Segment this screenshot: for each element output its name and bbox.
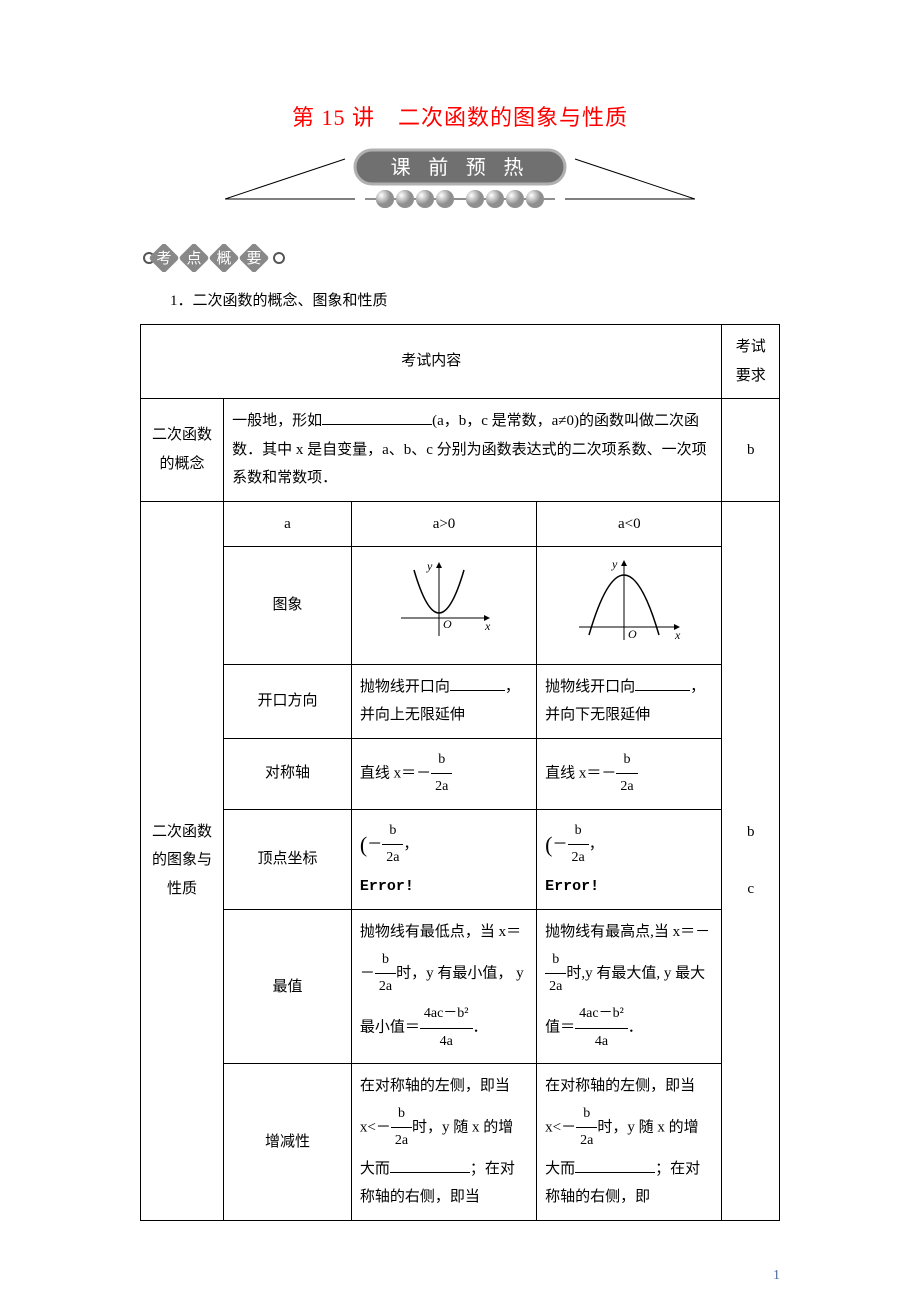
blank-fill xyxy=(322,411,432,426)
row-open-neg: 抛物线开口向，并向下无限延伸 xyxy=(537,664,722,738)
row-mono-neg: 在对称轴的左侧，即当 x<－b2a时，y 随 x 的增大而；在对称轴的右侧，即 xyxy=(537,1064,722,1221)
svg-text:y: y xyxy=(611,557,618,571)
banner-preheat: 课 前 预 热 xyxy=(225,144,695,214)
row-extreme-pos: 抛物线有最低点，当 x＝－b2a时，y 有最小值， y 最小值＝4ac－b²4a… xyxy=(351,910,536,1064)
table-row: 图象 O x y O x y xyxy=(141,547,780,665)
row-vertex-neg: (－b2a， Error! xyxy=(537,809,722,910)
banner-svg: 课 前 预 热 xyxy=(225,144,695,214)
row-extreme-label: 最值 xyxy=(224,910,352,1064)
page: 第 15 讲 二次函数的图象与性质 课 前 预 热 xyxy=(0,0,920,1302)
page-number: 1 xyxy=(773,1268,780,1284)
table-row: 二次函数的概念 一般地，形如(a，b，c 是常数，a≠0)的函数叫做二次函数．其… xyxy=(141,399,780,502)
th-content: 考试内容 xyxy=(141,325,722,399)
row-axis-neg: 直线 x＝－b2a xyxy=(537,738,722,809)
row-vertex-pos: (－b2a， Error! xyxy=(351,809,536,910)
table-row: 开口方向 抛物线开口向，并向上无限延伸 抛物线开口向，并向下无限延伸 xyxy=(141,664,780,738)
row-axis-pos: 直线 x＝－b2a xyxy=(351,738,536,809)
rows-req: bc xyxy=(722,501,780,1220)
row-extreme-neg: 抛物线有最高点,当 x＝－b2a时,y 有最大值, y 最大值＝4ac－b²4a… xyxy=(537,910,722,1064)
row-a-pos: a>0 xyxy=(351,501,536,547)
svg-text:要: 要 xyxy=(246,251,261,267)
row-graph-label: 图象 xyxy=(224,547,352,665)
row-a-neg: a<0 xyxy=(537,501,722,547)
row-vertex-label: 顶点坐标 xyxy=(224,809,352,910)
table-row: 对称轴 直线 x＝－b2a 直线 x＝－b2a xyxy=(141,738,780,809)
svg-text:点: 点 xyxy=(186,250,201,267)
lesson-title: 第 15 讲 二次函数的图象与性质 xyxy=(140,100,780,132)
concept-cell: 一般地，形如(a，b，c 是常数，a≠0)的函数叫做二次函数．其中 x 是自变量… xyxy=(224,399,722,502)
concept-req: b xyxy=(722,399,780,502)
svg-text:考: 考 xyxy=(156,250,171,267)
row-mono-label: 增减性 xyxy=(224,1064,352,1221)
row-a-label: a xyxy=(224,501,352,547)
section-header: 1．二次函数的概念、图象和性质 xyxy=(170,289,780,310)
svg-text:y: y xyxy=(426,559,433,573)
row-open-label: 开口方向 xyxy=(224,664,352,738)
table-row: 增减性 在对称轴的左侧，即当 x<－b2a时，y 随 x 的增大而；在对称轴的右… xyxy=(141,1064,780,1221)
th-req: 考试要求 xyxy=(722,325,780,399)
concept-label: 二次函数的概念 xyxy=(141,399,224,502)
table-row: 二次函数的图象与性质 a a>0 a<0 bc xyxy=(141,501,780,547)
row-mono-pos: 在对称轴的左侧，即当 x<－b2a时，y 随 x 的增大而；在对称轴的右侧，即当 xyxy=(351,1064,536,1221)
svg-text:概: 概 xyxy=(216,250,231,267)
table-row: 考试内容 考试要求 xyxy=(141,325,780,399)
side-label: 二次函数的图象与性质 xyxy=(141,501,224,1220)
parabola-down-icon: O x y xyxy=(569,555,689,645)
svg-text:x: x xyxy=(484,619,491,633)
graph-up-cell: O x y xyxy=(351,547,536,665)
svg-text:x: x xyxy=(674,628,681,642)
parabola-up-icon: O x y xyxy=(389,558,499,643)
svg-text:O: O xyxy=(628,627,637,641)
table-row: 最值 抛物线有最低点，当 x＝－b2a时，y 有最小值， y 最小值＝4ac－b… xyxy=(141,910,780,1064)
table-row: 顶点坐标 (－b2a， Error! (－b2a， Error! xyxy=(141,809,780,910)
svg-text:O: O xyxy=(443,617,452,631)
content-table: 考试内容 考试要求 二次函数的概念 一般地，形如(a，b，c 是常数，a≠0)的… xyxy=(140,324,780,1221)
graph-down-cell: O x y xyxy=(537,547,722,665)
row-open-pos: 抛物线开口向，并向上无限延伸 xyxy=(351,664,536,738)
section-badge: 考 点 概 要 xyxy=(140,244,780,277)
row-axis-label: 对称轴 xyxy=(224,738,352,809)
banner-text: 课 前 预 热 xyxy=(391,156,530,179)
